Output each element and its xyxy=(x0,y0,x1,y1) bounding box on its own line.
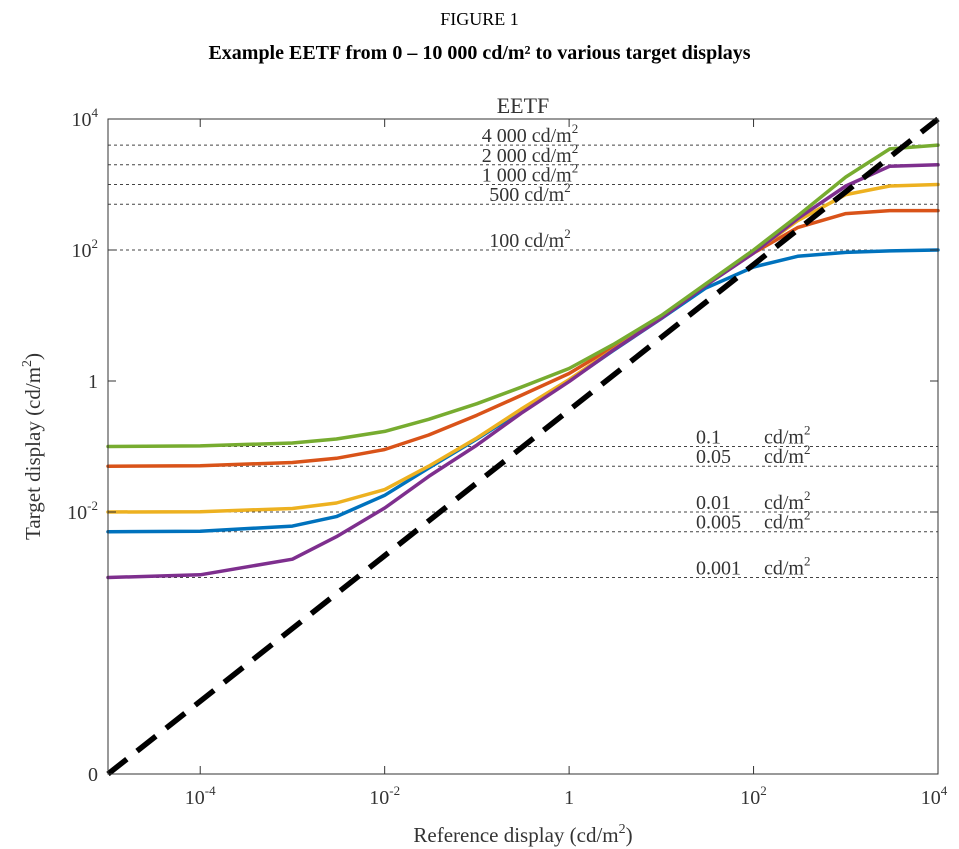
reference-line-label: 0.005 cd/m2 xyxy=(696,508,811,534)
series-line xyxy=(106,143,940,449)
y-tick-label: 1 xyxy=(88,371,98,393)
y-tick-label: 104 xyxy=(72,105,99,131)
plot-frame xyxy=(107,118,939,775)
axis-ticks: 10-4 10-2 1 102 104 0 10-2 1 102 104 xyxy=(67,105,948,809)
series-line xyxy=(106,208,940,468)
series-line xyxy=(106,163,940,580)
x-tick-label: 10-2 xyxy=(369,783,400,809)
identity-line xyxy=(106,116,940,777)
identity-line-layer xyxy=(106,116,940,777)
x-tick-label: 104 xyxy=(921,783,948,809)
reference-line-label: 0.001 cd/m2 xyxy=(696,554,811,580)
plot-title: EETF xyxy=(497,93,550,118)
figure-title: Example EETF from 0 – 10 000 cd/m² to va… xyxy=(208,42,751,64)
y-tick-label: 0 xyxy=(88,764,98,786)
reference-line-label: 0.01 cd/m2 xyxy=(696,488,811,514)
reference-line-label: 0.1 cd/m2 xyxy=(696,423,811,449)
x-axis-label: Reference display (cd/m2) xyxy=(413,822,632,847)
reference-line-label: 2 000 cd/m2 xyxy=(482,141,579,167)
figure-number: FIGURE 1 xyxy=(440,9,519,29)
reference-line-label: 500 cd/m2 xyxy=(489,180,571,206)
reference-line-label: 4 000 cd/m2 xyxy=(482,121,579,147)
y-tick-label: 10-2 xyxy=(67,498,98,524)
y-axis-label: Target display (cd/m2) xyxy=(20,353,45,540)
reference-line-label: 1 000 cd/m2 xyxy=(482,161,579,187)
curves xyxy=(106,143,940,580)
series-line xyxy=(106,248,940,534)
y-tick-label: 102 xyxy=(72,236,99,262)
x-tick-label: 102 xyxy=(740,783,767,809)
reference-line-label: 100 cd/m2 xyxy=(489,226,571,252)
reference-line-label: 0.05 cd/m2 xyxy=(696,442,811,468)
x-tick-label: 10-4 xyxy=(185,783,216,809)
figure-heading: FIGURE 1 Example EETF from 0 – 10 000 cd… xyxy=(0,6,959,70)
x-tick-label: 1 xyxy=(564,787,574,809)
